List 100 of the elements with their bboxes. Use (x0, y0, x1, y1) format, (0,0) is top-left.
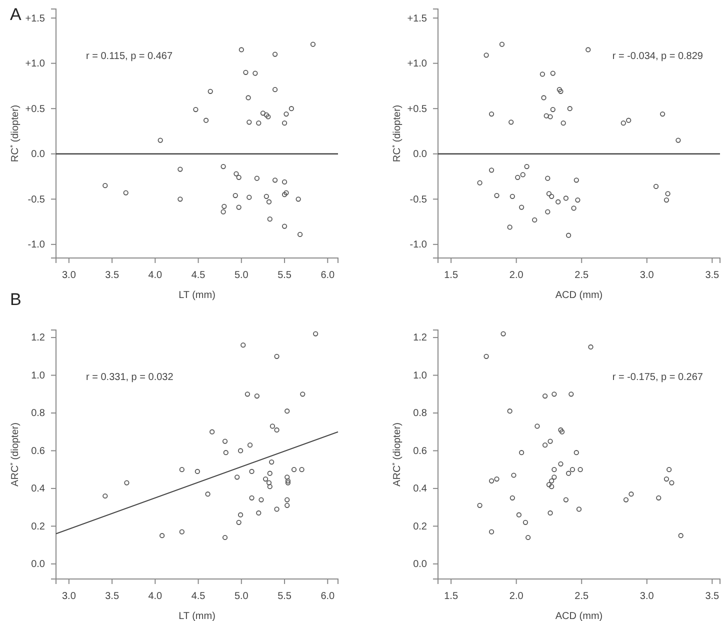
point (676, 138, 681, 143)
x-tick-label: 3.5 (105, 591, 120, 602)
point (507, 408, 512, 414)
point (313, 331, 318, 336)
point (205, 492, 210, 497)
point (246, 194, 252, 200)
point (518, 450, 524, 456)
point (269, 459, 274, 465)
x-tick-label: 6.0 (320, 591, 336, 602)
y-tick-label: 0.6 (31, 446, 46, 457)
point (560, 120, 566, 126)
point (484, 354, 489, 359)
point (664, 197, 670, 203)
x-tick-label: 3.0 (62, 270, 76, 282)
x-tick-label: 2.5 (574, 270, 589, 282)
point (272, 87, 278, 92)
x-tick-label: 3.5 (705, 270, 720, 282)
y-tick-label: 1.2 (31, 332, 46, 344)
point (678, 533, 684, 538)
point (510, 495, 515, 500)
point (274, 506, 280, 512)
x-tick-label: 1.5 (444, 591, 458, 602)
point (267, 470, 272, 476)
point (299, 467, 304, 472)
point (520, 172, 526, 178)
point (203, 118, 209, 123)
point (660, 111, 666, 117)
point (548, 438, 553, 444)
point (563, 196, 569, 201)
point (556, 199, 561, 204)
point (232, 192, 238, 198)
point (534, 424, 540, 429)
point (666, 467, 672, 472)
point (263, 476, 268, 482)
y-tick-label: 1.2 (413, 332, 428, 344)
annotation: r = 0.331, p = 0.032 (86, 372, 174, 383)
annotation: r = -0.175, p = 0.267 (612, 372, 704, 383)
point (541, 95, 546, 100)
point (542, 442, 548, 448)
point (574, 178, 579, 183)
point (124, 480, 130, 486)
point (285, 480, 291, 486)
point (178, 166, 183, 172)
point (549, 194, 554, 199)
point (546, 191, 552, 196)
x-tick-label: 4.0 (148, 270, 163, 282)
x-tick-label: 5.5 (278, 270, 292, 282)
point (552, 392, 557, 397)
x-tick-label: 5.5 (278, 591, 292, 602)
point (623, 497, 629, 502)
x-axis-title: LT (mm) (178, 290, 216, 301)
point (488, 529, 494, 534)
point (178, 196, 183, 202)
x-axis-title: ACD (mm) (555, 611, 603, 621)
point (300, 392, 306, 397)
x-tick-label: 4.5 (191, 270, 206, 282)
point (477, 180, 482, 186)
point (566, 232, 572, 238)
point (284, 474, 290, 480)
point (626, 118, 632, 123)
point (574, 450, 579, 456)
x-tick-label: 6.0 (320, 270, 336, 282)
x-tick-label: 2.5 (574, 591, 589, 602)
point (570, 467, 576, 472)
point (567, 106, 572, 112)
point (499, 42, 505, 47)
point (620, 120, 626, 126)
point (664, 476, 670, 482)
x-tick-label: 3.0 (640, 591, 654, 602)
y-tick-label: 0.0 (31, 559, 46, 570)
point (511, 472, 516, 478)
point (220, 164, 226, 170)
point (244, 392, 250, 397)
point (548, 510, 553, 516)
y-tick-label: 0.4 (413, 484, 428, 495)
point (559, 429, 565, 434)
point (546, 482, 552, 488)
point (532, 217, 538, 223)
point (542, 393, 548, 399)
point (310, 42, 316, 47)
point (297, 232, 303, 238)
point (179, 467, 184, 472)
point (238, 47, 244, 52)
y-tick-label: 0.2 (31, 521, 46, 532)
y-tick-label: 1.0 (413, 370, 428, 382)
y-tick-label: 0.0 (31, 149, 46, 160)
point (223, 450, 228, 456)
point (656, 495, 662, 500)
point (222, 204, 227, 209)
point (576, 506, 582, 512)
y-tick-label: -0.5 (28, 194, 46, 206)
point (256, 120, 262, 126)
point (179, 529, 184, 534)
point (243, 70, 248, 75)
chart-title: B (10, 290, 22, 309)
y-tick-label: -0.5 (410, 194, 428, 206)
y-tick-label: 1.0 (31, 370, 46, 382)
point (484, 52, 489, 58)
y-tick-label: +0.5 (407, 104, 428, 115)
point (102, 493, 108, 499)
